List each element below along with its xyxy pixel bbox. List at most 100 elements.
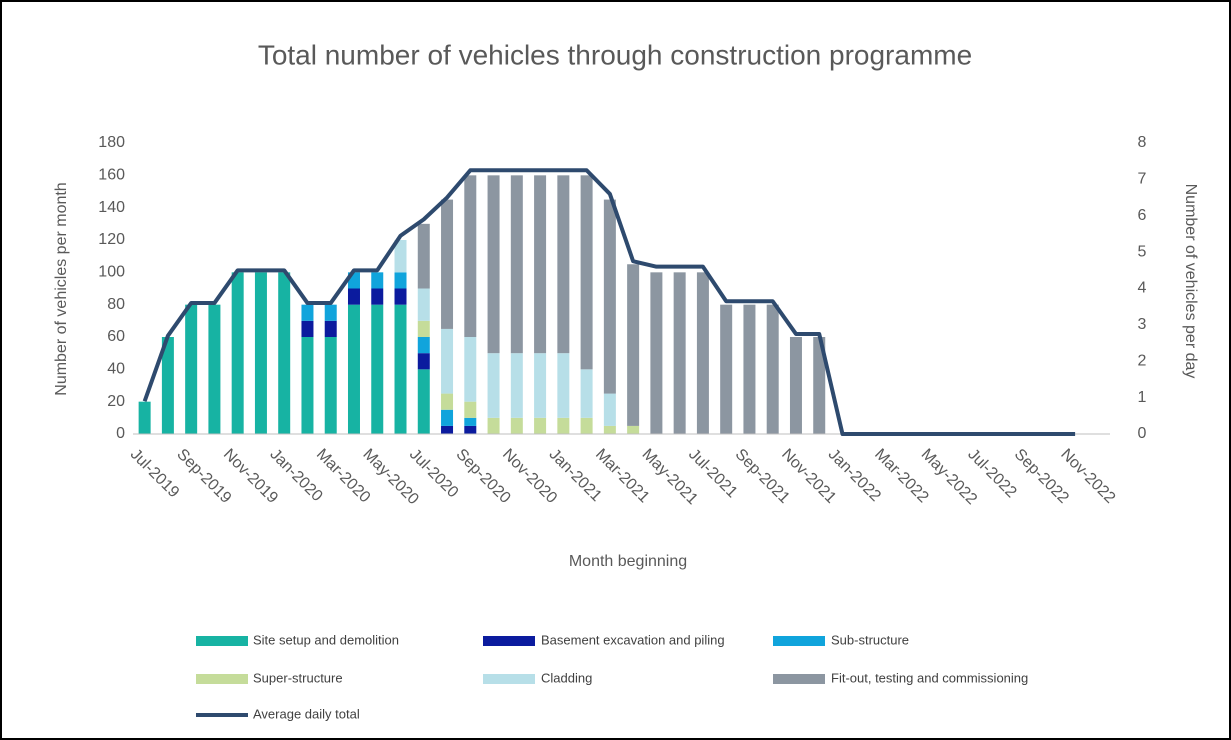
bar-segment [510, 417, 523, 434]
line-series [142, 168, 1076, 436]
y-tick-label: 40 [107, 361, 125, 378]
bar-segment [301, 304, 314, 321]
y2-tick-label: 7 [1138, 171, 1147, 188]
y-tick-label: 160 [98, 167, 125, 184]
bar-segment [417, 369, 430, 434]
y-tick-label: 140 [98, 199, 125, 216]
bar-segment [441, 328, 454, 394]
bar-segment [394, 288, 407, 305]
bar-segment [371, 288, 384, 305]
bar-segment [417, 337, 430, 354]
bar-segment [464, 175, 477, 337]
bar-segment [487, 353, 500, 418]
bar-segment [789, 337, 802, 434]
bar-segment [301, 320, 314, 337]
legend-label: Super-structure [253, 670, 343, 685]
y2-tick-label: 4 [1138, 280, 1147, 297]
x-axis-label: Month beginning [569, 553, 687, 570]
bar-segment [464, 401, 477, 418]
y-tick-label: 20 [107, 393, 125, 410]
bar-segment [161, 337, 174, 434]
legend-label: Sub-structure [831, 632, 909, 647]
bar-segment [580, 175, 593, 370]
bar-segment [510, 175, 523, 354]
bar-segment [464, 337, 477, 402]
bar-segment [441, 409, 454, 426]
bar-segment [766, 304, 779, 434]
bar-segment [743, 304, 756, 434]
legend-label: Fit-out, testing and commissioning [831, 670, 1028, 685]
bar-segment [557, 353, 570, 418]
bar-segment [441, 393, 454, 410]
bar-segment [138, 401, 151, 434]
bar-segment [510, 353, 523, 418]
bar-segment [254, 272, 267, 434]
bar-segment [371, 304, 384, 434]
bar-segment [324, 337, 337, 434]
y2-axis-label: Number of vehicles per day [1182, 184, 1199, 379]
bar-segment [394, 304, 407, 434]
bar-segment [394, 272, 407, 289]
bar-segment [627, 264, 640, 426]
y-tick-label: 120 [98, 231, 125, 248]
legend-swatch [483, 674, 535, 684]
bar-segment [603, 393, 616, 426]
y-tick-label: 0 [116, 425, 125, 442]
bar-segment [347, 304, 360, 434]
legend-label: Cladding [541, 670, 592, 685]
bar-segment [534, 175, 547, 354]
bar-segment [720, 304, 733, 434]
y2-tick-label: 6 [1138, 207, 1147, 224]
bar-segment [208, 304, 221, 434]
bar-segment [441, 425, 454, 434]
bar-segment [417, 353, 430, 370]
bar-segment [696, 272, 709, 434]
y-tick-label: 60 [107, 328, 125, 345]
legend-label: Site setup and demolition [253, 632, 399, 647]
bar-segment [487, 175, 500, 354]
legend-label: Basement excavation and piling [541, 632, 725, 647]
legend-swatch [196, 636, 248, 646]
bar-segment [557, 175, 570, 354]
bar-segment [557, 417, 570, 434]
y-tick-label: 100 [98, 264, 125, 281]
chart-title: Total number of vehicles through constru… [258, 39, 972, 70]
y2-tick-label: 5 [1138, 243, 1147, 260]
y2-tick-label: 1 [1138, 389, 1147, 406]
bar-segment [650, 272, 663, 434]
y-tick-label: 80 [107, 296, 125, 313]
y2-tick-label: 0 [1138, 425, 1147, 442]
y2-tick-label: 2 [1138, 352, 1147, 369]
bar-segment [464, 417, 477, 426]
bar-segment [464, 425, 477, 434]
legend-swatch [483, 636, 535, 646]
bar-segment [347, 288, 360, 305]
bar-segment [534, 353, 547, 418]
bar-segment [417, 320, 430, 337]
bar-segment [603, 199, 616, 394]
bar-segment [278, 272, 291, 434]
bar-segment [324, 320, 337, 337]
bar-segment [580, 417, 593, 434]
bar-segment [231, 272, 244, 434]
y2-tick-label: 8 [1138, 134, 1147, 151]
bar-segment [371, 272, 384, 289]
bar-segment [627, 425, 640, 434]
bar-segment [580, 369, 593, 418]
legend-swatch [773, 636, 825, 646]
bar-segment [487, 417, 500, 434]
bar-segment [324, 304, 337, 321]
bar-segment [673, 272, 686, 434]
bar-segment [417, 223, 430, 289]
y-axis-label: Number of vehicles per month [53, 182, 70, 395]
bar-segment [394, 240, 407, 273]
bar-segment [603, 425, 616, 434]
bar-segment [813, 337, 826, 434]
bar-segment [534, 417, 547, 434]
legend-swatch [196, 674, 248, 684]
bar-segment [417, 288, 430, 321]
y2-tick-label: 3 [1138, 316, 1147, 333]
y-tick-label: 180 [98, 134, 125, 151]
bar-segment [185, 304, 198, 434]
